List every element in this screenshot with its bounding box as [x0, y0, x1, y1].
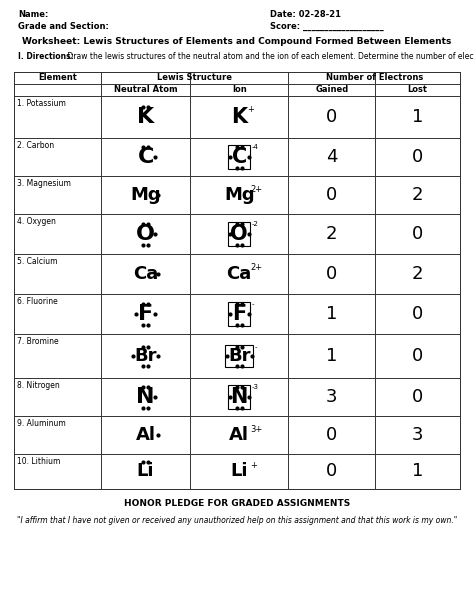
Text: Neutral Atom: Neutral Atom [114, 85, 177, 94]
Bar [228, 385, 250, 409]
Text: C: C [137, 147, 154, 167]
Text: 0: 0 [326, 108, 337, 126]
Text: HONOR PLEDGE FOR GRADED ASSIGNMENTS: HONOR PLEDGE FOR GRADED ASSIGNMENTS [124, 499, 350, 508]
Text: -2: -2 [251, 221, 258, 227]
Text: Li: Li [230, 462, 248, 481]
Text: Lost: Lost [408, 85, 428, 94]
Text: 2. Carbon: 2. Carbon [17, 141, 54, 150]
Text: Grade and Section:: Grade and Section: [18, 22, 109, 31]
Text: Br: Br [228, 347, 250, 365]
Text: -4: -4 [251, 144, 258, 150]
Bar [228, 302, 250, 326]
Text: 10. Lithium: 10. Lithium [17, 457, 60, 466]
Text: 6. Fluorine: 6. Fluorine [17, 297, 58, 306]
Text: Mg: Mg [130, 186, 161, 204]
Text: Date: 02-28-21: Date: 02-28-21 [270, 10, 341, 19]
Text: -: - [254, 344, 257, 350]
Text: Li: Li [137, 462, 155, 481]
Text: 0: 0 [326, 462, 337, 481]
Text: 3: 3 [326, 388, 337, 406]
Text: I. Directions:: I. Directions: [18, 52, 74, 61]
Text: F: F [138, 304, 153, 324]
Text: 0: 0 [412, 148, 423, 166]
Text: -: - [251, 301, 254, 307]
Text: K: K [231, 107, 247, 127]
Text: 3+: 3+ [250, 424, 263, 433]
Text: 2+: 2+ [250, 264, 262, 273]
Text: 1: 1 [326, 347, 337, 365]
Text: N: N [230, 387, 248, 407]
Text: 2: 2 [412, 265, 423, 283]
Text: 8. Nitrogen: 8. Nitrogen [17, 381, 60, 390]
Bar [228, 222, 250, 246]
Text: "I affirm that I have not given or received any unauthorized help on this assign: "I affirm that I have not given or recei… [17, 516, 457, 525]
Text: 7. Bromine: 7. Bromine [17, 337, 59, 346]
Text: 1. Potassium: 1. Potassium [17, 99, 66, 108]
Text: K: K [137, 107, 154, 127]
Text: 1: 1 [412, 462, 423, 481]
Bar [225, 345, 253, 367]
Text: 5. Calcium: 5. Calcium [17, 257, 57, 266]
Text: Element: Element [38, 74, 77, 83]
Text: Mg: Mg [224, 186, 255, 204]
Text: Name:: Name: [18, 10, 48, 19]
Text: Number of Electrons: Number of Electrons [326, 74, 423, 83]
Text: 1: 1 [326, 305, 337, 323]
Text: Worksheet: Lewis Structures of Elements and Compound Formed Between Elements: Worksheet: Lewis Structures of Elements … [22, 37, 452, 46]
Text: Ca: Ca [227, 265, 252, 283]
Text: 0: 0 [412, 305, 423, 323]
Text: 0: 0 [326, 186, 337, 204]
Text: Ion: Ion [232, 85, 246, 94]
Text: Al: Al [136, 426, 155, 444]
Bar [228, 145, 250, 169]
Text: 1: 1 [412, 108, 423, 126]
Text: Draw the lewis structures of the neutral atom and the ion of each element. Deter: Draw the lewis structures of the neutral… [65, 52, 474, 61]
Text: Ca: Ca [133, 265, 158, 283]
Text: 4. Oxygen: 4. Oxygen [17, 217, 56, 226]
Text: +: + [247, 105, 254, 115]
Text: 2+: 2+ [250, 185, 262, 194]
Text: 4: 4 [326, 148, 337, 166]
Text: +: + [250, 461, 257, 470]
Text: Br: Br [134, 347, 157, 365]
Text: 0: 0 [412, 225, 423, 243]
Text: Score: ___________________: Score: ___________________ [270, 22, 384, 31]
Text: N: N [137, 387, 155, 407]
Text: 0: 0 [412, 347, 423, 365]
Text: 3. Magnesium: 3. Magnesium [17, 179, 71, 188]
Text: -3: -3 [251, 384, 258, 390]
Text: Gained: Gained [315, 85, 348, 94]
Text: 0: 0 [326, 426, 337, 444]
Text: 0: 0 [326, 265, 337, 283]
Text: 9. Aluminum: 9. Aluminum [17, 419, 66, 428]
Text: Lewis Structure: Lewis Structure [157, 74, 232, 83]
Text: 2: 2 [326, 225, 337, 243]
Text: 0: 0 [412, 388, 423, 406]
Text: 3: 3 [412, 426, 423, 444]
Text: 2: 2 [412, 186, 423, 204]
Text: O: O [230, 224, 248, 244]
Text: Al: Al [229, 426, 249, 444]
Text: F: F [232, 304, 246, 324]
Text: C: C [232, 147, 247, 167]
Text: O: O [136, 224, 155, 244]
